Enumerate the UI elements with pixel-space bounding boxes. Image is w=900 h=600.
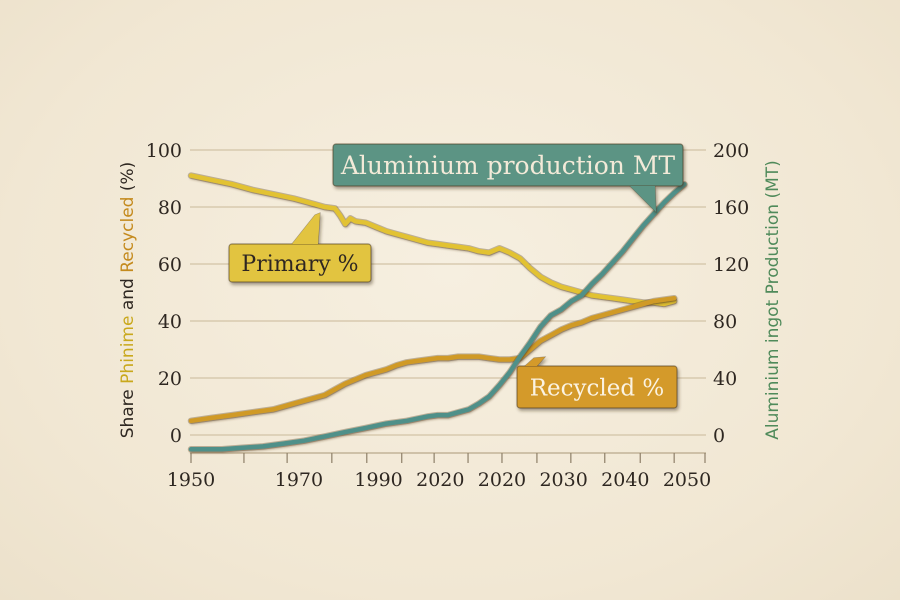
callout-box bbox=[516, 365, 678, 409]
callout-aluminium-production-mt: Aluminium production MT bbox=[332, 143, 684, 214]
series-lines bbox=[187, 172, 688, 453]
left-tick-label: 60 bbox=[158, 254, 182, 276]
x-tick-label: 2020 bbox=[478, 469, 526, 491]
left-tick-label: 20 bbox=[158, 368, 182, 390]
left-axis-title: Share Phinime and Recycled (%) bbox=[118, 162, 138, 439]
left-axis-title-part: Recycled bbox=[118, 197, 138, 273]
callout-recycled: Recycled % bbox=[516, 356, 678, 409]
x-tick-label: 1990 bbox=[354, 469, 402, 491]
left-tick-label: 100 bbox=[146, 140, 182, 162]
x-tick-label: 2040 bbox=[601, 469, 649, 491]
left-axis-title-part: Share bbox=[118, 384, 138, 438]
callout-label: Primary % bbox=[241, 252, 358, 277]
series-line-aluminium-production-mt bbox=[188, 181, 687, 452]
callout-box bbox=[332, 143, 684, 187]
callout-label: Recycled % bbox=[530, 375, 665, 401]
right-tick-label: 40 bbox=[713, 368, 737, 390]
right-tick-label: 160 bbox=[713, 197, 749, 219]
left-tick-label: 0 bbox=[170, 425, 182, 447]
left-tick-label: 40 bbox=[158, 311, 182, 333]
left-axis-title-part: and bbox=[118, 273, 138, 316]
right-axis-title: Aluminium ingot Production (MT) bbox=[763, 160, 783, 440]
series-line-recycled bbox=[188, 295, 677, 424]
right-tick-label: 0 bbox=[713, 425, 725, 447]
right-tick-label: 200 bbox=[713, 140, 749, 162]
callout-primary: Primary % bbox=[228, 212, 372, 283]
x-tick-label: 2030 bbox=[539, 469, 587, 491]
annotations: Aluminium production MT Primary % Recycled… bbox=[228, 143, 684, 409]
x-tick-label: 2020 bbox=[416, 469, 464, 491]
callout-label: Aluminium production MT bbox=[340, 151, 676, 180]
left-tick-label: 80 bbox=[158, 197, 182, 219]
right-tick-label: 120 bbox=[713, 254, 749, 276]
series-outline-primary bbox=[187, 172, 678, 308]
right-axis-ticks: 0 40 80 120 160 200 bbox=[713, 140, 749, 447]
left-axis-ticks: 0 20 40 60 80 100 bbox=[146, 140, 182, 447]
x-axis: 1950 1970 1990 2020 2020 2030 2040 2050 bbox=[167, 452, 711, 491]
left-axis-title-part: (%) bbox=[118, 162, 138, 197]
series-line-primary bbox=[188, 173, 677, 307]
x-tick-label: 2050 bbox=[663, 469, 711, 491]
right-tick-label: 80 bbox=[713, 311, 737, 333]
x-tick-label: 1950 bbox=[167, 469, 215, 491]
left-axis-title-part: Phinime bbox=[118, 316, 138, 384]
x-tick-label: 1970 bbox=[275, 469, 323, 491]
